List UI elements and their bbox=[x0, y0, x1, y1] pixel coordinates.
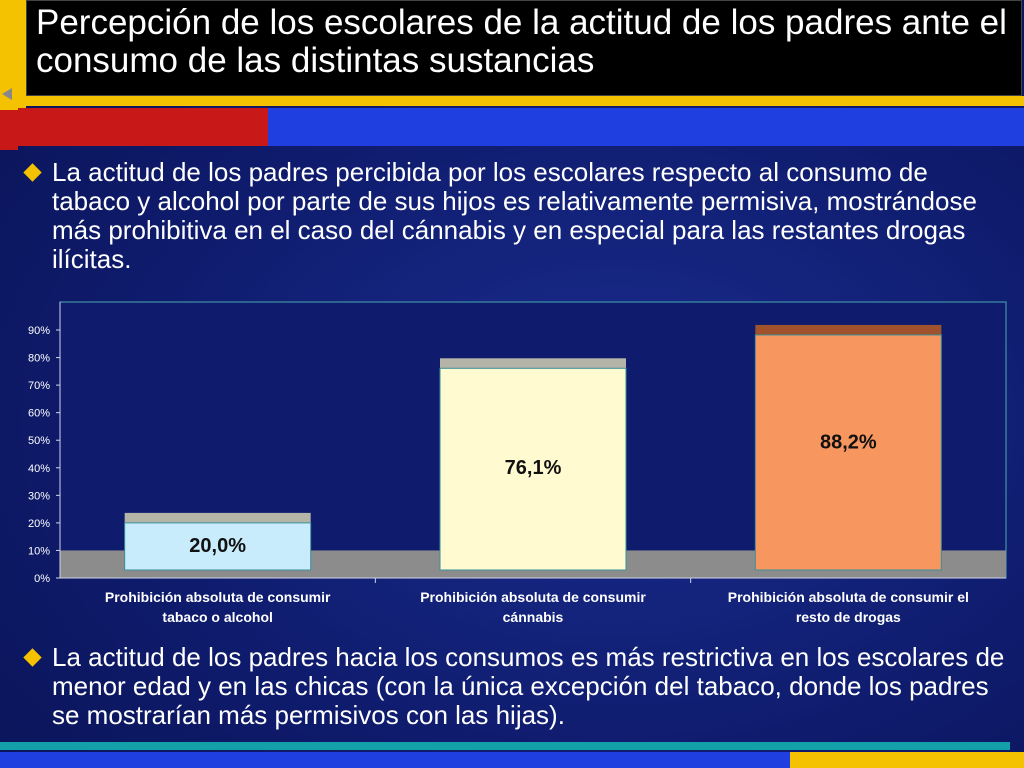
title-box bbox=[26, 0, 1022, 96]
category-label: resto de drogas bbox=[796, 609, 901, 625]
data-label: 20,0% bbox=[189, 535, 246, 557]
decorative-teal-stripe bbox=[0, 742, 1010, 750]
bar bbox=[439, 367, 627, 571]
bar-cap bbox=[124, 512, 311, 525]
category-label: Prohibición absoluta de consumir bbox=[105, 589, 331, 605]
decorative-blue-stripe bbox=[0, 752, 790, 768]
category-label: tabaco o alcohol bbox=[162, 609, 272, 625]
y-tick-label: 50% bbox=[28, 435, 50, 447]
bar-chart: 0% 10% 20% 30% 40% 50% 60% 70% 80% 90% 20,0% Prohib… bbox=[28, 301, 1007, 625]
bar bbox=[124, 522, 312, 571]
y-tick-label: 0% bbox=[34, 573, 50, 585]
bar-cap bbox=[440, 358, 626, 371]
y-tick-label: 30% bbox=[28, 490, 50, 502]
decorative-red-band bbox=[18, 108, 268, 146]
category-label: Prohibición absoluta de consumir bbox=[420, 589, 646, 605]
decorative-yellow-stripe bbox=[790, 752, 1024, 768]
data-label: 76,1% bbox=[505, 457, 562, 479]
data-label: 88,2% bbox=[820, 431, 877, 453]
bullet-text: La actitud de los padres hacia los consu… bbox=[52, 642, 1005, 730]
category-label: Prohibición absoluta de consumir el bbox=[728, 589, 969, 605]
bar-cap bbox=[755, 324, 942, 337]
bullet-item: La actitud de los padres percibida por l… bbox=[22, 158, 1012, 274]
y-tick-label: 80% bbox=[28, 353, 50, 365]
back-arrow-icon bbox=[2, 88, 12, 100]
decorative-blue-band bbox=[268, 108, 1024, 146]
bar bbox=[754, 334, 942, 571]
y-tick-label: 70% bbox=[28, 380, 50, 392]
y-tick-label: 20% bbox=[28, 518, 50, 530]
y-tick-label: 40% bbox=[28, 463, 50, 475]
category-label: cánnabis bbox=[503, 609, 564, 625]
y-tick-label: 90% bbox=[28, 325, 50, 337]
y-tick-label: 10% bbox=[28, 545, 50, 557]
page-title: Percepción de los escolares de la actitu… bbox=[36, 3, 1007, 80]
bullet-item: La actitud de los padres hacia los consu… bbox=[22, 643, 1012, 730]
bullet-text: La actitud de los padres percibida por l… bbox=[52, 157, 977, 274]
y-tick-label: 60% bbox=[28, 408, 50, 420]
decorative-yellow-line bbox=[18, 96, 1024, 106]
